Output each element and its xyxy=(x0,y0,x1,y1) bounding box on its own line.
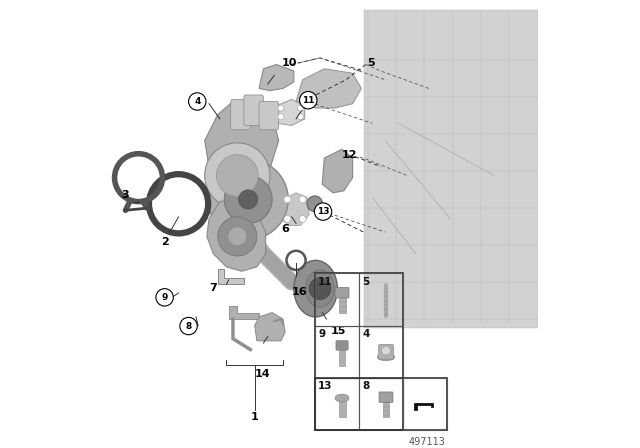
Text: 14: 14 xyxy=(255,369,270,379)
Text: 11: 11 xyxy=(318,277,333,287)
Circle shape xyxy=(284,196,291,203)
Text: 5: 5 xyxy=(367,58,375,68)
Circle shape xyxy=(307,196,323,211)
Circle shape xyxy=(218,217,257,256)
Polygon shape xyxy=(414,403,433,410)
Ellipse shape xyxy=(306,270,334,307)
Text: 8: 8 xyxy=(186,322,192,331)
Bar xyxy=(315,273,359,326)
Bar xyxy=(339,296,346,313)
Bar xyxy=(339,401,346,417)
Circle shape xyxy=(156,289,173,306)
FancyBboxPatch shape xyxy=(336,340,348,350)
Bar xyxy=(315,378,359,430)
Circle shape xyxy=(309,278,331,300)
Circle shape xyxy=(278,114,284,120)
Polygon shape xyxy=(322,149,353,193)
Ellipse shape xyxy=(335,394,349,402)
Text: 4: 4 xyxy=(194,97,200,106)
Text: 10: 10 xyxy=(282,58,297,68)
Text: 13: 13 xyxy=(318,381,333,392)
Text: 7: 7 xyxy=(209,283,217,293)
Polygon shape xyxy=(228,306,259,319)
Polygon shape xyxy=(259,65,294,90)
Polygon shape xyxy=(275,99,305,125)
FancyBboxPatch shape xyxy=(364,10,538,328)
Circle shape xyxy=(298,105,303,111)
Circle shape xyxy=(381,346,390,355)
FancyBboxPatch shape xyxy=(379,392,393,402)
FancyBboxPatch shape xyxy=(379,345,394,359)
Text: 1: 1 xyxy=(251,412,259,422)
Text: 16: 16 xyxy=(292,287,307,297)
Circle shape xyxy=(228,227,247,246)
Circle shape xyxy=(180,317,197,335)
Text: 5: 5 xyxy=(362,277,369,287)
Text: 6: 6 xyxy=(281,224,289,233)
FancyBboxPatch shape xyxy=(244,95,264,125)
Text: 4: 4 xyxy=(362,329,369,339)
FancyBboxPatch shape xyxy=(335,288,349,298)
Circle shape xyxy=(299,215,306,223)
Circle shape xyxy=(224,176,272,224)
Text: 11: 11 xyxy=(302,96,314,105)
Ellipse shape xyxy=(378,353,395,361)
Circle shape xyxy=(284,215,291,223)
Bar xyxy=(359,273,403,326)
FancyBboxPatch shape xyxy=(231,99,250,130)
Bar xyxy=(339,349,345,366)
Circle shape xyxy=(299,196,306,203)
Polygon shape xyxy=(296,69,362,108)
Circle shape xyxy=(314,203,332,220)
Text: 9: 9 xyxy=(161,293,168,302)
Circle shape xyxy=(189,93,206,110)
Polygon shape xyxy=(255,313,285,341)
Circle shape xyxy=(278,105,284,111)
Text: 8: 8 xyxy=(362,381,369,392)
Text: 15: 15 xyxy=(331,326,346,336)
Circle shape xyxy=(298,114,303,120)
Polygon shape xyxy=(205,102,278,202)
Text: 13: 13 xyxy=(317,207,330,216)
Text: 3: 3 xyxy=(121,190,129,200)
Circle shape xyxy=(208,159,288,239)
Circle shape xyxy=(239,190,258,209)
Circle shape xyxy=(300,91,317,109)
Bar xyxy=(383,401,390,417)
Polygon shape xyxy=(207,199,266,271)
Bar xyxy=(315,326,359,378)
Text: 9: 9 xyxy=(318,329,325,339)
Circle shape xyxy=(216,155,258,196)
Bar xyxy=(359,378,403,430)
Polygon shape xyxy=(218,269,244,284)
Ellipse shape xyxy=(294,260,337,317)
Circle shape xyxy=(205,143,270,208)
Polygon shape xyxy=(281,193,309,225)
Text: 2: 2 xyxy=(161,237,168,247)
Bar xyxy=(403,378,447,430)
Bar xyxy=(315,378,447,430)
FancyBboxPatch shape xyxy=(259,102,278,130)
Bar xyxy=(359,326,403,378)
Text: 12: 12 xyxy=(342,150,357,159)
Text: 497113: 497113 xyxy=(408,437,445,447)
Bar xyxy=(315,273,403,430)
